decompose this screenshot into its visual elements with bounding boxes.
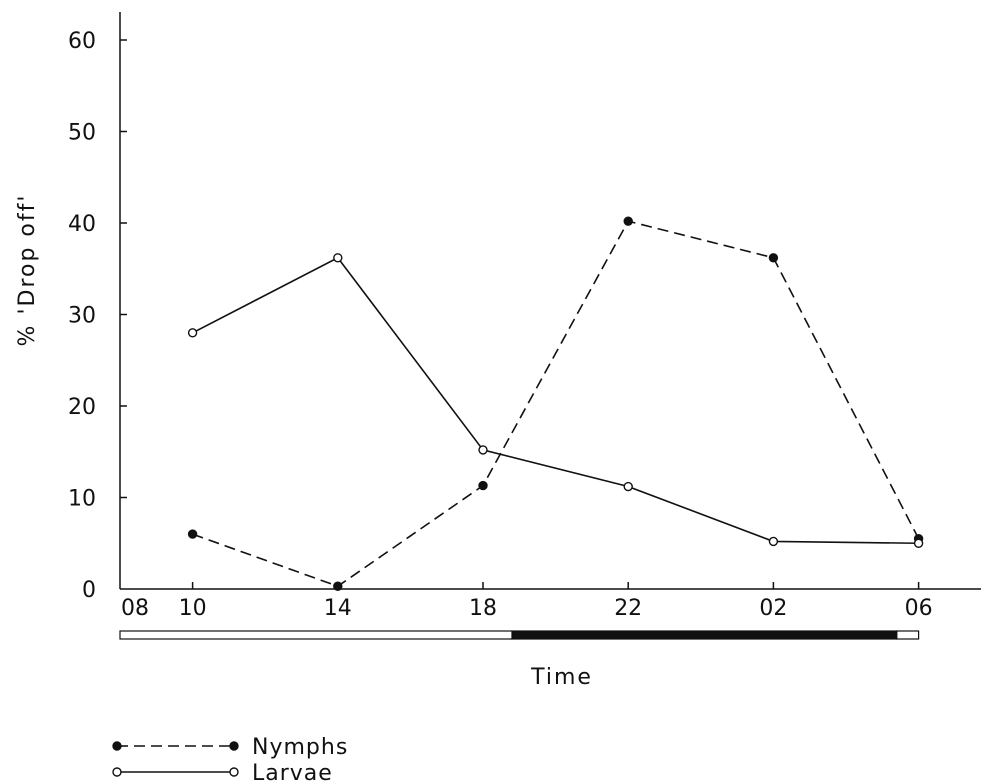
- series-layer: [187, 216, 924, 591]
- light-period-segment: [896, 630, 920, 640]
- data-point-larvae: [333, 253, 343, 263]
- x-axis-title: Time: [530, 665, 593, 690]
- light-dark-bar: [119, 630, 920, 640]
- y-tick-label: 30: [68, 304, 96, 329]
- legend-marker-nymphs: [229, 741, 239, 751]
- y-axis-title: % 'Drop off': [15, 194, 40, 347]
- legend-label-larvae: Larvae: [252, 761, 333, 782]
- x-tick-label: 10: [179, 596, 207, 621]
- legend-label-nymphs: Nymphs: [252, 735, 348, 760]
- light-period-segment: [119, 630, 513, 640]
- data-point-nymphs: [768, 253, 779, 263]
- legend-marker-nymphs: [112, 741, 122, 751]
- data-point-larvae: [478, 445, 488, 455]
- y-axis: 0 10 20 30 40 50 60: [68, 12, 127, 603]
- x-tick-label: 14: [324, 596, 352, 621]
- data-point-nymphs: [623, 216, 633, 226]
- x-tick-label: 22: [614, 596, 642, 621]
- y-tick-label: 10: [68, 487, 96, 512]
- x-tick-label: 08: [121, 596, 149, 621]
- legend-marker-larvae: [229, 767, 239, 777]
- data-point-larvae: [187, 328, 198, 338]
- data-point-nymphs: [187, 529, 198, 539]
- x-ticks: 08 10 14 18 22 02 06: [121, 582, 933, 621]
- data-point-larvae: [768, 536, 779, 547]
- dark-period-segment: [511, 630, 898, 640]
- x-axis: 08 10 14 18 22 02 06: [120, 582, 981, 621]
- x-tick-label: 18: [469, 596, 497, 621]
- y-tick-label: 20: [68, 395, 96, 420]
- x-tick-label: 06: [905, 596, 933, 621]
- y-tick-label: 40: [68, 212, 96, 237]
- y-tick-label: 0: [82, 578, 96, 603]
- series-line-nymphs: [192, 220, 920, 588]
- y-tick-label: 50: [68, 121, 96, 146]
- data-point-nymphs: [478, 480, 488, 491]
- y-ticks: 0 10 20 30 40 50 60: [68, 29, 127, 603]
- data-point-larvae: [913, 538, 924, 548]
- data-point-nymphs: [333, 581, 343, 591]
- data-point-larvae: [623, 481, 633, 492]
- legend-marker-larvae: [112, 767, 122, 777]
- series-line-larvae: [192, 256, 919, 545]
- y-tick-label: 60: [68, 29, 96, 54]
- x-tick-label: 02: [759, 596, 787, 621]
